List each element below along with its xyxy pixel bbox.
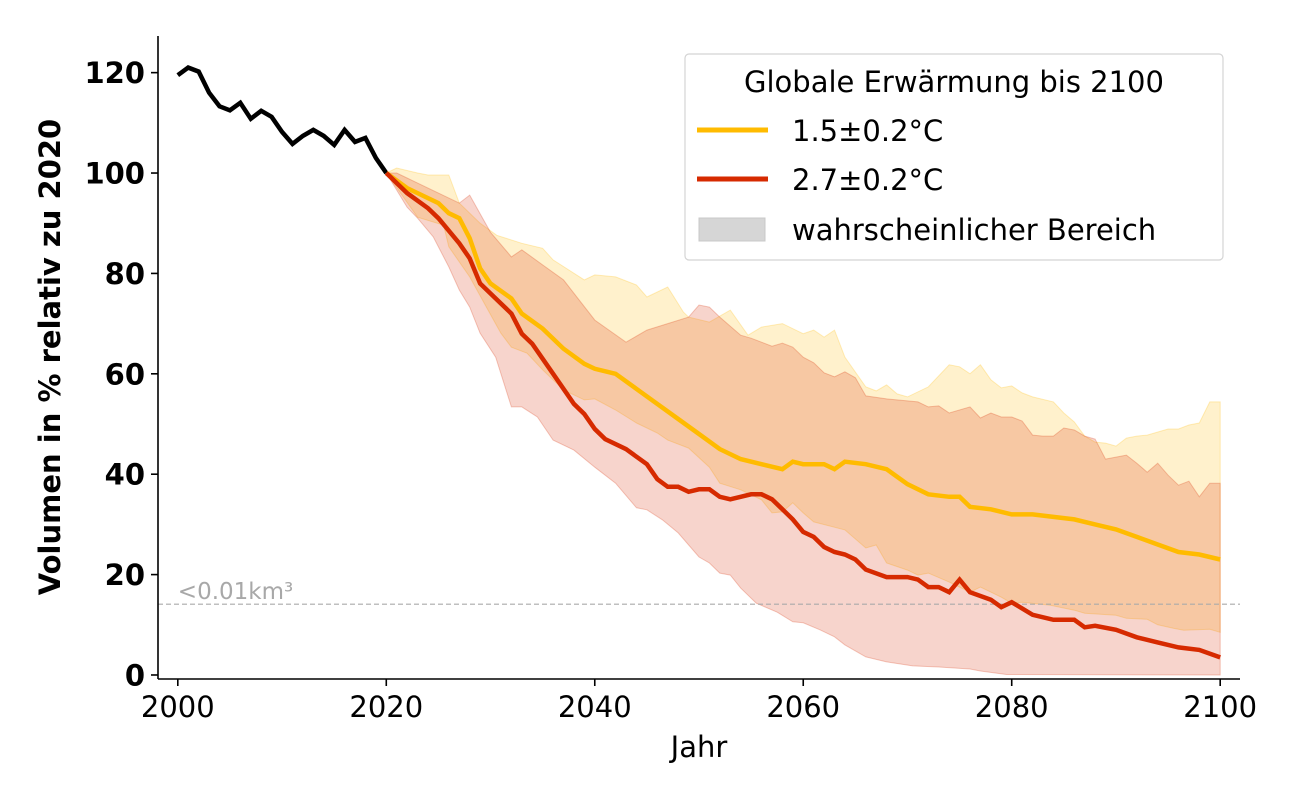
y-tick-label: 60 [105,357,145,391]
line-historical [176,65,389,175]
y-tick-label: 80 [105,257,145,291]
x-axis-ticks: 2000 2020 2040 2060 2080 2100 [141,679,1257,724]
threshold-label: <0.01km³ [178,579,293,605]
line-1-5c [384,171,1221,562]
legend-label-likely-range: wahrscheinlicher Bereich [792,213,1156,247]
y-tick-label: 120 [84,56,145,90]
x-tick-label: 2000 [141,690,215,724]
legend-swatch-likely-range [698,217,766,242]
threshold-layer: <0.01km³ [158,579,1240,605]
x-tick-label: 2100 [1183,690,1257,724]
legend-title: Globale Erwärmung bis 2100 [744,65,1164,99]
x-tick-label: 2020 [349,690,423,724]
legend-label-2-7c: 2.7±0.2°C [792,163,943,197]
y-axis-title: Volumen in % relativ zu 2020 [33,119,67,595]
x-tick-label: 2080 [975,690,1049,724]
y-tick-label: 40 [105,458,145,492]
legend-frame [684,53,1224,261]
legend: Globale Erwärmung bis 2100 1.5±0.2°C 2.7… [684,53,1224,261]
y-tick-label: 100 [84,157,145,191]
y-tick-label: 20 [105,558,145,592]
x-axis-title: Jahr [669,730,728,764]
legend-label-1-5c: 1.5±0.2°C [792,114,943,148]
x-tick-label: 2040 [558,690,632,724]
series-lines [176,65,1221,660]
line-2-7c [384,171,1221,660]
band-2-7c [385,172,1221,676]
x-tick-label: 2060 [766,690,840,724]
y-tick-label: 0 [125,658,145,692]
y-axis-ticks: 0 20 40 60 80 100 120 [84,56,158,692]
